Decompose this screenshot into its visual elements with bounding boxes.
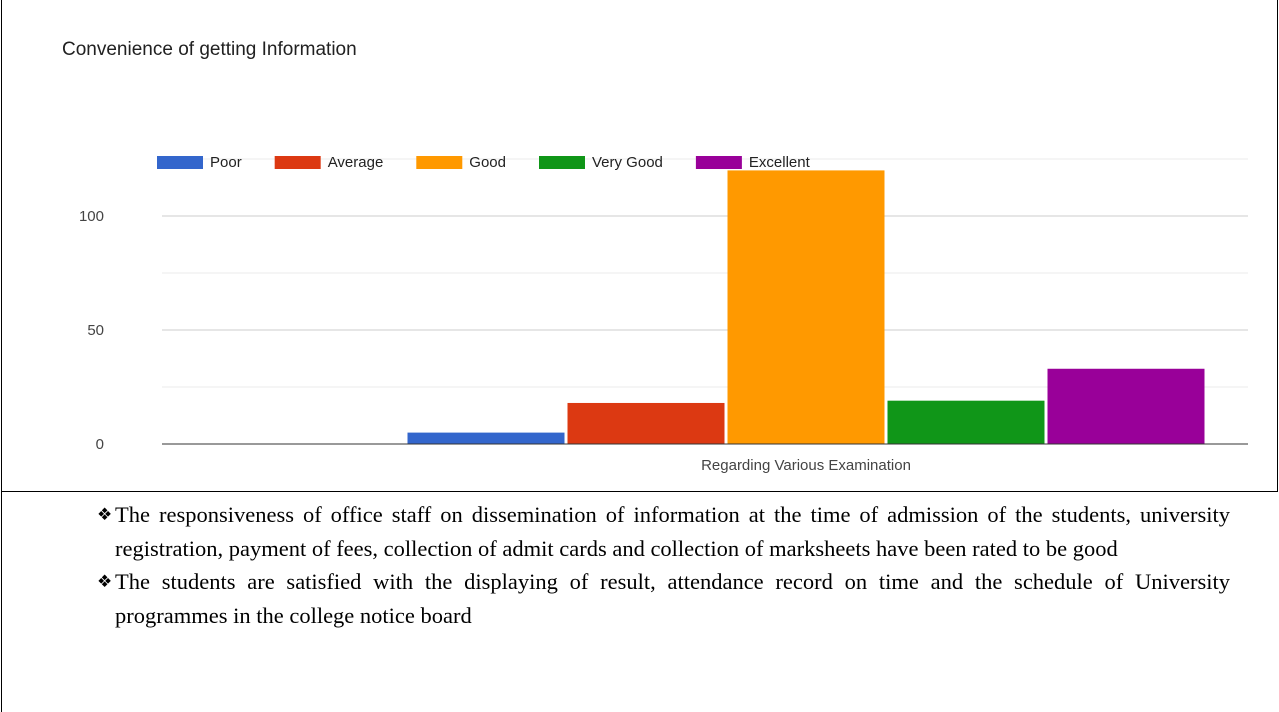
- bar: [407, 432, 565, 444]
- bullet-icon: ❖: [97, 505, 113, 524]
- legend-label: Good: [469, 154, 506, 171]
- y-tick-label: 50: [87, 322, 104, 339]
- bar: [727, 170, 885, 444]
- legend-swatch: [539, 156, 585, 169]
- bullet-item: ❖ The students are satisfied with the dis…: [97, 565, 1230, 632]
- bullet-text: The responsiveness of office staff on di…: [115, 502, 1230, 561]
- bullet-text: The students are satisfied with the disp…: [115, 569, 1230, 628]
- legend-label: Average: [328, 154, 384, 171]
- document-text: ❖ The responsiveness of office staff on d…: [97, 498, 1230, 632]
- legend-swatch: [416, 156, 463, 169]
- legend-label: Excellent: [749, 154, 811, 171]
- legend-label: Poor: [210, 154, 242, 171]
- legend-swatch: [274, 156, 321, 169]
- x-tick-label: Regarding Various Examination: [701, 457, 911, 474]
- chart: Convenience of getting Information 0 50 10…: [62, 39, 1248, 474]
- legend-label: Very Good: [592, 154, 663, 171]
- bar: [1047, 368, 1205, 444]
- legend-swatch: [695, 156, 742, 169]
- y-tick-label: 0: [96, 436, 104, 453]
- chart-frame: [1, 0, 1278, 492]
- border-line: [1, 492, 2, 712]
- y-tick-label: 100: [79, 208, 104, 225]
- chart-title: Convenience of getting Information: [62, 39, 357, 60]
- bar: [887, 400, 1045, 444]
- bullet-icon: ❖: [97, 572, 113, 591]
- bar: [567, 402, 725, 444]
- legend-swatch: [157, 156, 203, 169]
- bullet-item: ❖ The responsiveness of office staff on d…: [97, 498, 1230, 565]
